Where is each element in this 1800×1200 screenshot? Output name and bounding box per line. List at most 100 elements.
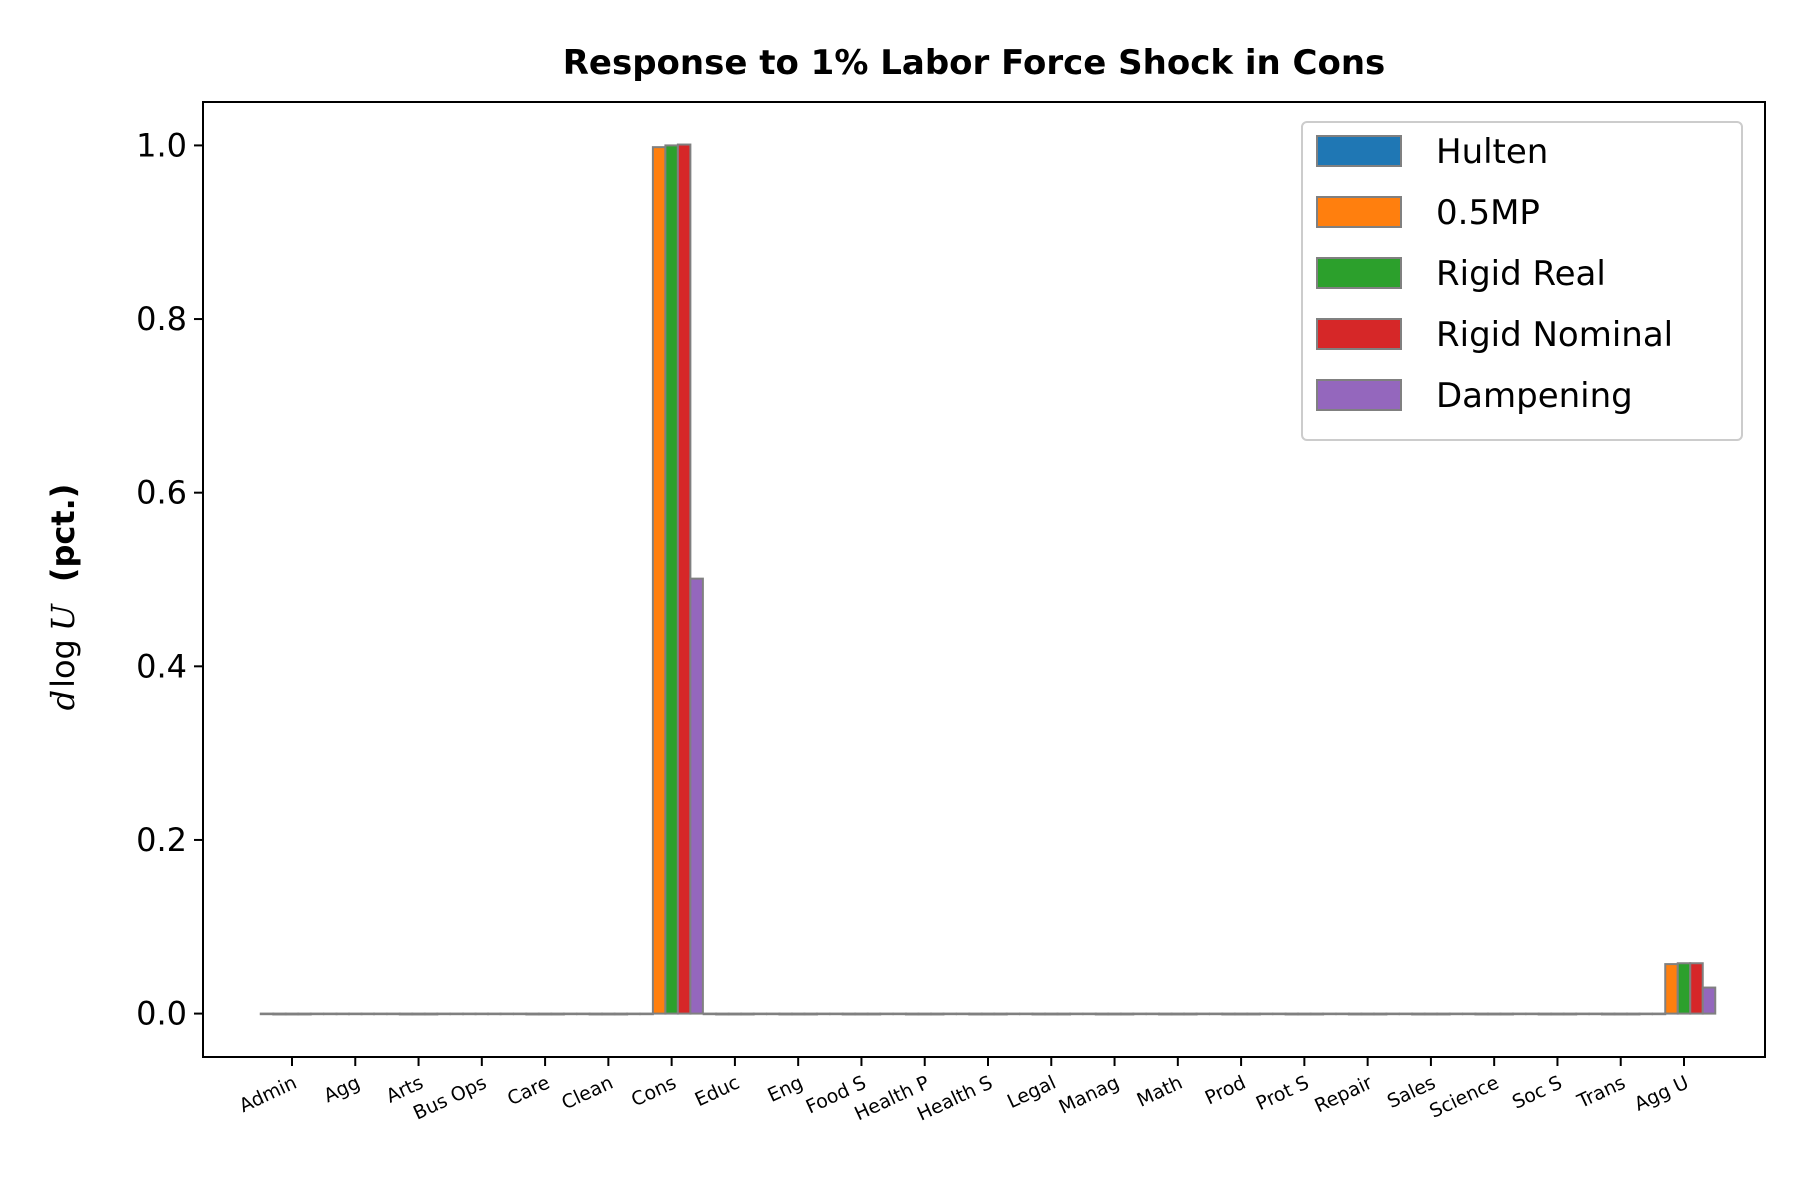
bar-rigid-nominal-trans: [1625, 1012, 1641, 1016]
bar-rigid-nominal-clean: [613, 1012, 629, 1016]
bar-hulten-food-s: [829, 1012, 844, 1016]
bar-0-5mp-agg-u: [1664, 963, 1679, 1015]
bar-0-5mp-food-s: [841, 1012, 857, 1016]
bar-dampening-trans: [1638, 1012, 1653, 1016]
bar-0-5mp-repair: [1347, 1012, 1363, 1016]
y-tick-label: 0.0: [136, 995, 187, 1033]
bar-hulten-agg-u: [1651, 1012, 1667, 1016]
bar-hulten-repair: [1335, 1012, 1350, 1016]
bar-dampening-care: [562, 1012, 578, 1016]
bar-dampening-soc-s: [1575, 1012, 1590, 1016]
bar-hulten-admin: [259, 1012, 275, 1016]
bar-0-5mp-eng: [778, 1012, 793, 1016]
bar-rigid-real-prod: [1233, 1012, 1249, 1016]
bar-rigid-real-cons: [664, 144, 679, 1015]
x-tick-label: Prod: [1202, 1072, 1250, 1110]
bar-dampening-sales: [1448, 1012, 1464, 1016]
bar-hulten-care: [512, 1012, 528, 1016]
svg-text:dlogU(pct.): dlog U (pct.): [44, 484, 82, 711]
bar-0-5mp-soc-s: [1537, 1012, 1553, 1016]
bar-rigid-nominal-cons: [676, 143, 692, 1015]
bar-rigid-nominal-health-p: [929, 1012, 945, 1016]
bar-rigid-real-health-s: [980, 1012, 996, 1016]
x-tick-label: Care: [504, 1072, 553, 1111]
bar-rigid-real-bus-ops: [474, 1012, 490, 1016]
bar-hulten-legal: [1019, 1012, 1034, 1016]
y-tick-label: 0.4: [136, 647, 187, 685]
bar-rigid-nominal-care: [550, 1012, 565, 1016]
x-tick-label: Prot S: [1253, 1072, 1313, 1115]
bar-dampening-health-p: [942, 1012, 957, 1016]
bar-0-5mp-cons: [651, 146, 667, 1015]
bar-rigid-nominal-legal: [1056, 1012, 1072, 1016]
bar-0-5mp-arts: [398, 1012, 414, 1016]
bar-rigid-nominal-eng: [803, 1012, 818, 1016]
y-tick-label: 0.6: [136, 474, 187, 512]
x-tick-label: Eng: [764, 1072, 806, 1107]
bar-rigid-real-agg: [348, 1012, 363, 1016]
bar-hulten-science: [1461, 1012, 1477, 1016]
y-tick-label: 1.0: [136, 126, 187, 164]
bar-rigid-nominal-food-s: [866, 1012, 882, 1016]
y-tick-label: 0.2: [136, 821, 187, 859]
x-tick-label: Manag: [1056, 1072, 1123, 1119]
bar-dampening-manag: [1132, 1012, 1147, 1016]
bar-rigid-nominal-educ: [740, 1012, 755, 1016]
bar-hulten-manag: [1082, 1012, 1097, 1016]
legend-swatch-rigid-nominal: [1316, 318, 1402, 350]
bar-hulten-eng: [765, 1012, 781, 1016]
bar-0-5mp-legal: [1031, 1012, 1047, 1016]
bar-rigid-nominal-math: [1183, 1012, 1198, 1016]
bar-hulten-cons: [639, 1012, 654, 1016]
x-tick-label: Trans: [1573, 1072, 1629, 1114]
bar-rigid-nominal-prot-s: [1309, 1012, 1325, 1016]
legend-label-hulten: Hulten: [1436, 132, 1548, 172]
bar-0-5mp-agg: [335, 1012, 351, 1016]
bar-hulten-agg: [323, 1012, 338, 1016]
bar-hulten-educ: [702, 1012, 718, 1016]
bar-rigid-real-admin: [284, 1012, 300, 1016]
legend: Hulten 0.5MP Rigid Real Rigid Nominal Dampen…: [1301, 121, 1743, 441]
bar-hulten-prod: [1208, 1012, 1224, 1016]
bar-rigid-real-arts: [411, 1012, 426, 1016]
bar-dampening-math: [1195, 1012, 1211, 1016]
bar-0-5mp-clean: [588, 1012, 604, 1016]
bar-hulten-sales: [1398, 1012, 1414, 1016]
bar-rigid-real-repair: [1360, 1012, 1375, 1016]
bar-rigid-nominal-arts: [423, 1012, 439, 1016]
bar-rigid-real-educ: [727, 1012, 743, 1016]
bar-rigid-real-legal: [1044, 1012, 1059, 1016]
y-axis-label-variable-2: U: [44, 603, 82, 631]
bar-0-5mp-trans: [1600, 1012, 1616, 1016]
bar-0-5mp-math: [1158, 1012, 1173, 1016]
chart-title: Response to 1% Labor Force Shock in Cons: [563, 43, 1386, 83]
y-axis-label-variable: d: [44, 690, 82, 710]
x-tick-label: Science: [1426, 1072, 1502, 1123]
bar-dampening-science: [1511, 1012, 1527, 1016]
bar-rigid-nominal-soc-s: [1562, 1012, 1578, 1016]
x-tick-label: Soc S: [1509, 1072, 1566, 1114]
bar-rigid-real-prot-s: [1297, 1012, 1312, 1016]
bar-rigid-nominal-manag: [1119, 1012, 1135, 1016]
x-tick-label: Agg U: [1631, 1072, 1692, 1116]
bar-dampening-cons: [689, 577, 704, 1015]
bar-0-5mp-sales: [1411, 1012, 1426, 1016]
x-tick-label: Educ: [692, 1072, 743, 1112]
x-tick-label: Legal: [1004, 1072, 1059, 1113]
bar-dampening-bus-ops: [499, 1012, 515, 1016]
bar-dampening-prod: [1258, 1012, 1274, 1016]
bar-rigid-real-manag: [1107, 1012, 1122, 1016]
legend-swatch-dampening: [1316, 379, 1402, 411]
bar-rigid-nominal-prod: [1246, 1012, 1261, 1016]
legend-swatch-rigid-real: [1316, 257, 1402, 289]
bar-0-5mp-bus-ops: [462, 1012, 477, 1016]
bar-rigid-real-clean: [601, 1012, 616, 1016]
y-axis-label-operator: log: [44, 639, 82, 688]
legend-label-rigid-real: Rigid Real: [1436, 254, 1606, 294]
bar-0-5mp-health-s: [968, 1012, 983, 1016]
bar-hulten-clean: [576, 1012, 591, 1016]
bar-dampening-clean: [626, 1012, 641, 1016]
bar-0-5mp-prod: [1221, 1012, 1236, 1016]
bar-rigid-real-science: [1486, 1012, 1502, 1016]
bar-rigid-real-agg-u: [1676, 962, 1692, 1015]
